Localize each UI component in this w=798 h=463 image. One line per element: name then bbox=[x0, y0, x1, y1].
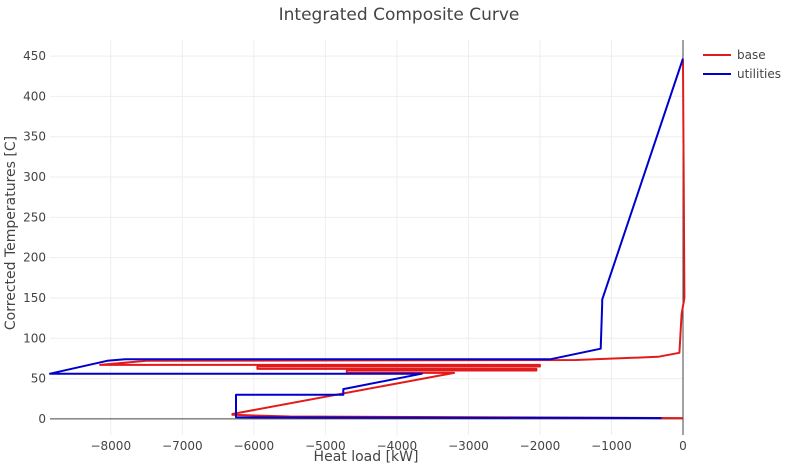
y-tick-label: 150 bbox=[23, 291, 46, 305]
legend-item-utilities[interactable]: utilities bbox=[703, 67, 781, 81]
legend-label-base: base bbox=[737, 48, 766, 62]
x-axis-title: Heat load [kW] bbox=[314, 449, 419, 463]
series-line-base bbox=[99, 60, 686, 420]
zero-lines bbox=[50, 40, 684, 435]
x-tick-label: −5000 bbox=[305, 439, 346, 453]
y-tick-label: 200 bbox=[23, 251, 46, 265]
x-tick-label: −1000 bbox=[591, 439, 632, 453]
chart-title: Integrated Composite Curve bbox=[279, 5, 520, 25]
x-tick-label: −2000 bbox=[520, 439, 561, 453]
y-tick-label: 400 bbox=[23, 89, 46, 103]
x-tick-label: −3000 bbox=[448, 439, 489, 453]
series-layer bbox=[49, 58, 686, 420]
legend-item-base[interactable]: base bbox=[703, 48, 766, 62]
legend[interactable]: base utilities bbox=[703, 48, 781, 81]
x-axis-ticks: −8000 −7000 −6000 −5000 −4000 −3000 −2000 −1000… bbox=[90, 439, 686, 453]
y-tick-label: 50 bbox=[31, 372, 46, 386]
y-tick-label: 100 bbox=[23, 331, 46, 345]
x-tick-label: −4000 bbox=[377, 439, 418, 453]
x-tick-label: −8000 bbox=[90, 439, 131, 453]
y-tick-label: 450 bbox=[23, 49, 46, 63]
y-axis-ticks: 0 50 100 150 200 250 300 350 400 450 bbox=[23, 49, 46, 426]
grid-layer bbox=[50, 40, 683, 435]
legend-label-utilities: utilities bbox=[737, 67, 781, 81]
x-tick-label: 0 bbox=[679, 439, 687, 453]
y-tick-label: 250 bbox=[23, 210, 46, 224]
series-line-utilities bbox=[49, 58, 684, 420]
x-tick-label: −7000 bbox=[162, 439, 203, 453]
y-tick-label: 350 bbox=[23, 130, 46, 144]
y-tick-label: 300 bbox=[23, 170, 46, 184]
y-axis-title: Corrected Temperatures [C] bbox=[3, 136, 19, 330]
x-tick-label: −6000 bbox=[234, 439, 275, 453]
y-tick-label: 0 bbox=[38, 412, 46, 426]
